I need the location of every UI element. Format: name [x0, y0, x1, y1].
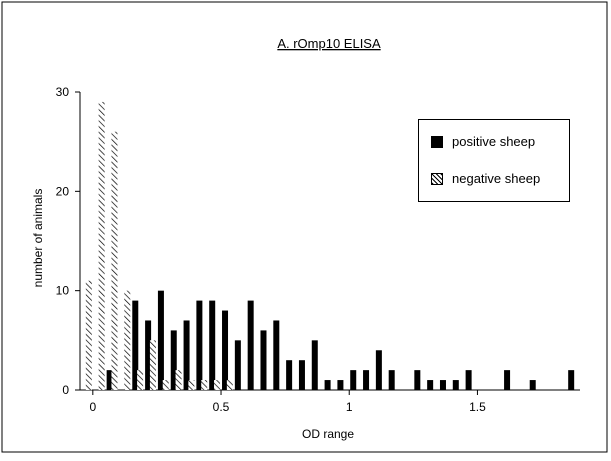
bar-negative-sheep [188, 380, 195, 390]
bar-positive-sheep [465, 370, 472, 390]
bar-positive-sheep [273, 320, 280, 390]
bar-negative-sheep [175, 370, 182, 390]
bar-positive-sheep [196, 300, 203, 390]
chart-title: A. rOmp10 ELISA [277, 36, 381, 51]
y-axis-label: number of animals [31, 189, 45, 288]
y-tick-label: 20 [56, 184, 70, 198]
bar-positive-sheep [452, 380, 459, 390]
y-tick-label: 10 [56, 284, 70, 298]
bar-positive-sheep [157, 290, 164, 390]
legend-item-negative: negative sheep [431, 171, 540, 186]
bar-positive-sheep [234, 340, 241, 390]
bar-positive-sheep [414, 370, 421, 390]
bar-negative-sheep [201, 380, 208, 390]
bar-negative-sheep [226, 380, 233, 390]
bars [85, 101, 575, 390]
bar-positive-sheep [324, 380, 331, 390]
legend-swatch-negative [431, 172, 443, 185]
bar-positive-sheep [286, 360, 293, 390]
bar-negative-sheep [162, 380, 169, 390]
bar-positive-sheep [106, 370, 113, 390]
bar-negative-sheep [111, 131, 118, 390]
x-axis-label: OD range [302, 427, 354, 441]
bar-negative-sheep [214, 380, 221, 390]
bar-positive-sheep [132, 300, 139, 390]
bar-positive-sheep [298, 360, 305, 390]
bar-positive-sheep [388, 370, 395, 390]
x-tick-label: 1 [346, 400, 353, 414]
bar-positive-sheep [375, 350, 382, 390]
bar-positive-sheep [222, 310, 229, 390]
bar-positive-sheep [350, 370, 357, 390]
bar-negative-sheep [124, 290, 131, 390]
bar-negative-sheep [137, 370, 144, 390]
y-tick-label: 30 [56, 85, 70, 99]
bar-positive-sheep [145, 320, 152, 390]
bar-positive-sheep [504, 370, 511, 390]
legend-item-positive: positive sheep [431, 134, 535, 149]
bar-positive-sheep [183, 320, 190, 390]
legend-label-negative: negative sheep [452, 171, 541, 186]
bar-negative-sheep [85, 280, 92, 390]
legend: positive sheep negative sheep [418, 119, 570, 202]
bar-positive-sheep [363, 370, 370, 390]
bar-positive-sheep [260, 330, 267, 390]
bar-positive-sheep [337, 380, 344, 390]
bar-positive-sheep [529, 380, 536, 390]
bar-positive-sheep [209, 300, 216, 390]
x-tick-label: 0.5 [213, 400, 230, 414]
bar-positive-sheep [247, 300, 254, 390]
bar-positive-sheep [427, 380, 434, 390]
x-tick-label: 1.5 [469, 400, 486, 414]
bar-positive-sheep [439, 380, 446, 390]
legend-swatch-positive [431, 135, 443, 148]
bar-positive-sheep [568, 370, 575, 390]
y-tick-label: 0 [62, 383, 69, 397]
legend-label-positive: positive sheep [452, 134, 536, 149]
x-tick-label: 0 [89, 400, 96, 414]
bar-positive-sheep [311, 340, 318, 390]
bar-negative-sheep [149, 340, 156, 390]
bar-positive-sheep [170, 330, 177, 390]
bar-negative-sheep [98, 101, 105, 390]
